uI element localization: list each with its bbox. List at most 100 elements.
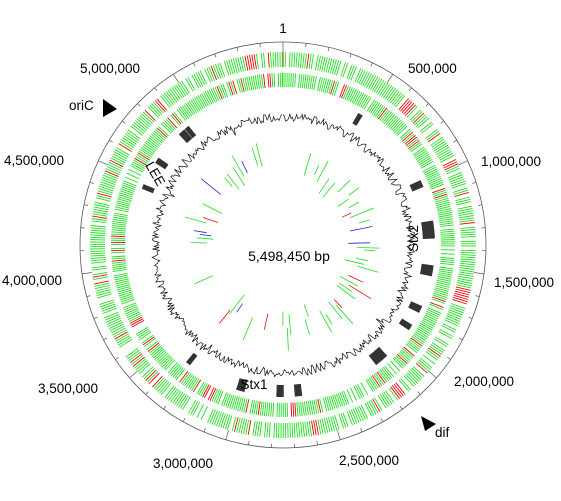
cds-mark-reverse bbox=[420, 321, 434, 329]
cds-mark-reverse bbox=[203, 92, 211, 106]
oric-label: oriC bbox=[69, 98, 94, 113]
cds-mark-reverse bbox=[439, 224, 454, 228]
rna-mark bbox=[226, 173, 240, 190]
cds-mark-reverse bbox=[111, 235, 126, 238]
dif-label: dif bbox=[435, 425, 450, 440]
cds-mark-reverse bbox=[412, 334, 425, 344]
cds-mark-forward bbox=[104, 170, 119, 178]
cds-mark-forward bbox=[435, 336, 449, 346]
cds-mark-reverse bbox=[254, 75, 258, 90]
cds-mark-reverse bbox=[426, 310, 440, 318]
island-block bbox=[411, 184, 423, 191]
cds-mark-forward bbox=[90, 250, 106, 252]
cds-mark-reverse bbox=[111, 257, 126, 260]
cds-mark-forward bbox=[421, 123, 434, 134]
cds-mark-reverse bbox=[113, 212, 128, 217]
scale-tick bbox=[172, 74, 179, 83]
cds-mark-forward bbox=[177, 83, 187, 97]
cds-mark-forward bbox=[93, 206, 109, 211]
cds-mark-forward bbox=[418, 359, 431, 370]
cds-mark-reverse bbox=[113, 214, 128, 219]
cds-mark-forward bbox=[113, 329, 127, 338]
cds-mark-reverse bbox=[111, 231, 126, 234]
cds-mark-reverse bbox=[322, 78, 328, 93]
island-block bbox=[422, 235, 435, 238]
cds-mark-forward bbox=[368, 75, 377, 90]
cds-mark-reverse bbox=[437, 209, 452, 214]
cds-mark-reverse bbox=[246, 76, 251, 91]
cds-mark-reverse bbox=[130, 165, 144, 173]
cds-mark-reverse bbox=[136, 328, 150, 337]
cds-mark-reverse bbox=[263, 402, 267, 417]
cds-mark-reverse bbox=[256, 74, 260, 89]
cds-mark-forward bbox=[210, 65, 218, 80]
scale-tick bbox=[458, 160, 468, 166]
cds-mark-reverse bbox=[394, 356, 405, 368]
rna-mark bbox=[314, 165, 320, 175]
cds-mark-reverse bbox=[390, 360, 401, 372]
scale-tick bbox=[163, 405, 167, 410]
cds-mark-reverse bbox=[440, 256, 455, 259]
cds-mark-reverse bbox=[333, 394, 340, 408]
cds-mark-reverse bbox=[367, 378, 376, 391]
cds-mark-forward bbox=[452, 298, 467, 305]
cds-mark-forward bbox=[375, 80, 385, 94]
cds-mark-forward bbox=[112, 153, 127, 162]
cds-mark-forward bbox=[182, 396, 191, 410]
cds-mark-reverse bbox=[360, 382, 369, 395]
rna-mark bbox=[357, 265, 379, 273]
cds-mark-reverse bbox=[332, 394, 338, 409]
cds-mark-reverse bbox=[379, 369, 390, 381]
cds-mark-forward bbox=[207, 408, 214, 423]
cds-mark-reverse bbox=[170, 364, 181, 377]
cds-mark-reverse bbox=[111, 229, 126, 232]
cds-mark-reverse bbox=[342, 85, 349, 100]
cds-mark-forward bbox=[196, 404, 205, 418]
cds-mark-forward bbox=[406, 372, 418, 384]
cds-mark-reverse bbox=[181, 105, 191, 118]
cds-mark-forward bbox=[460, 252, 476, 254]
cds-mark-forward bbox=[245, 419, 250, 435]
cds-mark-reverse bbox=[192, 98, 201, 111]
cds-mark-forward bbox=[232, 58, 238, 74]
cds-mark-reverse bbox=[432, 294, 447, 301]
cds-mark-forward bbox=[377, 81, 387, 95]
cds-mark-reverse bbox=[366, 99, 376, 112]
cds-mark-forward bbox=[340, 413, 347, 428]
cds-mark-reverse bbox=[229, 395, 235, 409]
cds-mark-reverse bbox=[434, 289, 449, 295]
cds-mark-reverse bbox=[165, 118, 176, 130]
cds-mark-reverse bbox=[162, 121, 174, 133]
stx1-label: Stx1 bbox=[240, 377, 267, 392]
cds-mark-forward bbox=[325, 57, 331, 73]
cds-mark-forward bbox=[142, 111, 155, 123]
scale-tick bbox=[349, 53, 352, 58]
cds-mark-forward bbox=[93, 276, 108, 280]
cds-mark-forward bbox=[456, 284, 472, 289]
cds-mark-reverse bbox=[438, 216, 453, 220]
cds-mark-forward bbox=[91, 265, 107, 269]
cds-mark-reverse bbox=[400, 349, 412, 360]
cds-mark-reverse bbox=[307, 75, 311, 90]
cds-mark-reverse bbox=[405, 136, 418, 147]
cds-mark-reverse bbox=[417, 327, 430, 336]
cds-mark-reverse bbox=[292, 402, 295, 417]
rna-mark bbox=[363, 249, 376, 252]
cds-mark-reverse bbox=[151, 347, 163, 357]
cds-mark-forward bbox=[443, 161, 458, 169]
cds-mark-forward bbox=[433, 142, 448, 152]
cds-mark-reverse bbox=[382, 367, 393, 379]
cds-mark-reverse bbox=[437, 276, 452, 280]
cds-mark-forward bbox=[105, 315, 121, 323]
cds-mark-forward bbox=[454, 290, 470, 296]
island-block bbox=[188, 354, 198, 366]
cds-mark-forward bbox=[111, 155, 126, 164]
cds-mark-reverse bbox=[423, 166, 437, 174]
cds-mark-forward bbox=[430, 136, 444, 146]
cds-mark-forward bbox=[459, 265, 475, 268]
island-block bbox=[157, 158, 168, 167]
cds-mark-reverse bbox=[399, 350, 411, 362]
cds-mark-reverse bbox=[260, 74, 264, 89]
cds-mark-forward bbox=[293, 52, 296, 68]
cds-mark-forward bbox=[404, 104, 416, 117]
